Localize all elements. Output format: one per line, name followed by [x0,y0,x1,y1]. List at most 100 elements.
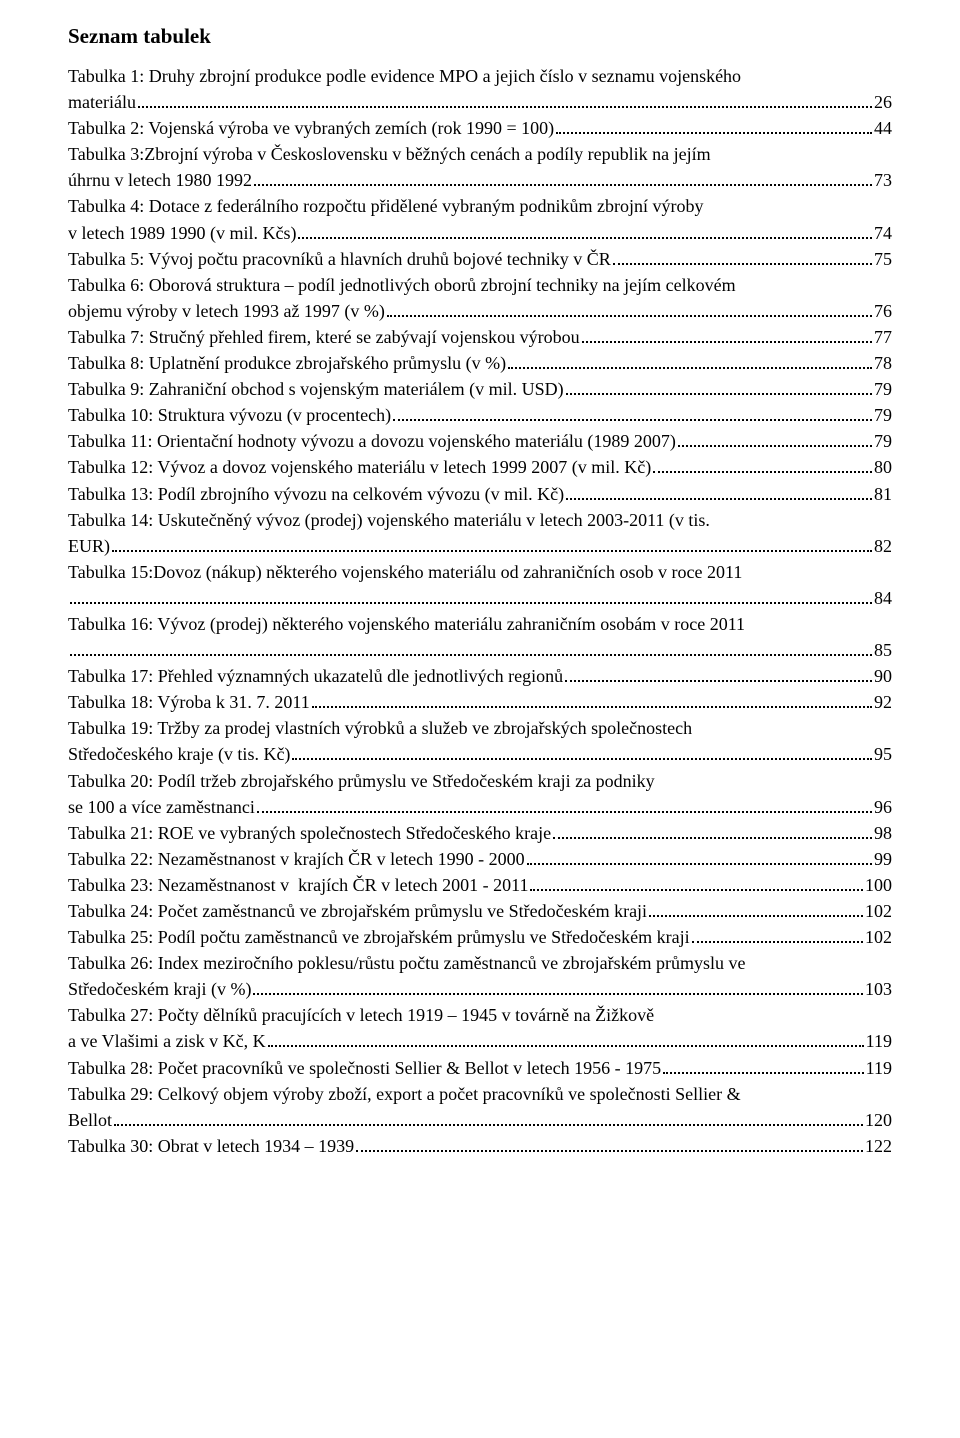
toc-entry: Tabulka 16: Vývoz (prodej) některého voj… [68,611,892,663]
toc-entry: Tabulka 9: Zahraniční obchod s vojenským… [68,376,892,402]
dot-leader [527,849,872,865]
toc-entry: Tabulka 12: Vývoz a dovoz vojenského mat… [68,454,892,480]
toc-entry-text: Tabulka 4: Dotace z federálního rozpočtu… [68,193,892,219]
toc-entry-lastline: Tabulka 28: Počet pracovníků ve společno… [68,1055,892,1081]
dot-leader [298,223,872,239]
toc-entry-text: Tabulka 18: Výroba k 31. 7. 2011 [68,689,310,715]
toc-entry-lastline: Tabulka 9: Zahraniční obchod s vojenským… [68,376,892,402]
dot-leader [114,1110,863,1126]
toc-entry-lastline: Tabulka 30: Obrat v letech 1934 – 193912… [68,1133,892,1159]
toc-entry: Tabulka 29: Celkový objem výroby zboží, … [68,1081,892,1133]
toc-entry-text: Tabulka 14: Uskutečněný vývoz (prodej) v… [68,507,892,533]
dot-leader [257,797,872,813]
toc-entry-lastline: a ve Vlašimi a zisk v Kč, K119 [68,1028,892,1054]
toc-page-number: 74 [874,220,892,246]
toc-entry: Tabulka 30: Obrat v letech 1934 – 193912… [68,1133,892,1159]
dot-leader [268,1032,864,1048]
dot-leader [566,484,872,500]
toc-entry-lastline: Tabulka 10: Struktura vývozu (v procente… [68,402,892,428]
toc-page-number: 90 [874,663,892,689]
toc-page-number: 77 [874,324,892,350]
toc-page-number: 75 [874,246,892,272]
dot-leader [653,458,872,474]
toc-page-number: 81 [874,481,892,507]
toc-entry-lastline: v letech 1989 1990 (v mil. Kčs) 74 [68,220,892,246]
dot-leader [582,327,872,343]
toc-entry: Tabulka 15:Dovoz (nákup) některého vojen… [68,559,892,611]
toc-page-number: 82 [874,533,892,559]
toc-entry: Tabulka 25: Podíl počtu zaměstnanců ve z… [68,924,892,950]
toc-entry-lastline: 84 [68,585,892,611]
toc-page-number: 44 [874,115,892,141]
toc-entry: Tabulka 28: Počet pracovníků ve společno… [68,1055,892,1081]
toc-entry-text: v letech 1989 1990 (v mil. Kčs) [68,220,296,246]
toc-entry: Tabulka 21: ROE ve vybraných společnoste… [68,820,892,846]
toc-page-number: 80 [874,454,892,480]
toc-page-number: 119 [866,1055,892,1081]
dot-leader [312,693,872,709]
toc-page-number: 102 [865,924,892,950]
toc-entry: Tabulka 10: Struktura vývozu (v procente… [68,402,892,428]
toc-page-number: 26 [874,89,892,115]
toc-entry: Tabulka 7: Stručný přehled firem, které … [68,324,892,350]
toc-page-number: 120 [865,1107,892,1133]
dot-leader [508,354,872,370]
toc-entry-text: Tabulka 29: Celkový objem výroby zboží, … [68,1081,892,1107]
toc-page-number: 102 [865,898,892,924]
toc-page-number: 79 [874,402,892,428]
toc-page-number: 95 [874,741,892,767]
toc-entry: Tabulka 17: Přehled významných ukazatelů… [68,663,892,689]
toc-entry-lastline: Tabulka 11: Orientační hodnoty vývozu a … [68,428,892,454]
toc-entry-text: objemu výroby v letech 1993 až 1997 (v %… [68,298,385,324]
toc-entry: Tabulka 1: Druhy zbrojní produkce podle … [68,63,892,115]
toc-entry-lastline: Tabulka 24: Počet zaměstnanců ve zbrojař… [68,898,892,924]
dot-leader [387,301,872,317]
dot-leader [393,406,872,422]
page-title: Seznam tabulek [68,24,892,49]
toc-entry-lastline: Tabulka 25: Podíl počtu zaměstnanců ve z… [68,924,892,950]
toc-entry: Tabulka 18: Výroba k 31. 7. 2011 92 [68,689,892,715]
dot-leader [553,823,872,839]
toc-entry-text: Tabulka 26: Index meziročního poklesu/rů… [68,950,892,976]
toc-page-number: 76 [874,298,892,324]
toc-entry-text: Tabulka 23: Nezaměstnanost v krajích ČR … [68,872,528,898]
toc-page-number: 103 [865,976,892,1002]
toc-entry-lastline: Tabulka 17: Přehled významných ukazatelů… [68,663,892,689]
toc-entry-text: Tabulka 30: Obrat v letech 1934 – 1939 [68,1133,354,1159]
toc-entry-lastline: Tabulka 13: Podíl zbrojního vývozu na ce… [68,481,892,507]
toc-entry-text: Tabulka 24: Počet zaměstnanců ve zbrojař… [68,898,647,924]
toc-entry-lastline: Tabulka 5: Vývoj počtu pracovníků a hlav… [68,246,892,272]
toc-entry-text: Tabulka 12: Vývoz a dovoz vojenského mat… [68,454,651,480]
toc-entry: Tabulka 13: Podíl zbrojního vývozu na ce… [68,481,892,507]
toc-entry-text: úhrnu v letech 1980 1992 [68,167,252,193]
toc-entry: Tabulka 11: Orientační hodnoty vývozu a … [68,428,892,454]
toc-entry-text: Tabulka 21: ROE ve vybraných společnoste… [68,820,551,846]
toc-entry: Tabulka 27: Počty dělníků pracujících v … [68,1002,892,1054]
toc-entry: Tabulka 20: Podíl tržeb zbrojařského prů… [68,768,892,820]
toc-entry-text: Tabulka 7: Stručný přehled firem, které … [68,324,580,350]
dot-leader [70,641,872,657]
toc-entry: Tabulka 5: Vývoj počtu pracovníků a hlav… [68,246,892,272]
toc-entry-lastline: Tabulka 2: Vojenská výroba ve vybraných … [68,115,892,141]
toc-entry-lastline: EUR)82 [68,533,892,559]
toc-page-number: 98 [874,820,892,846]
toc-page-number: 79 [874,376,892,402]
toc-entry-text: Tabulka 19: Tržby za prodej vlastních vý… [68,715,892,741]
toc-page-number: 92 [874,689,892,715]
toc-page-number: 78 [874,350,892,376]
toc-page-number: 100 [865,872,892,898]
toc-entry-text: Tabulka 6: Oborová struktura – podíl jed… [68,272,892,298]
toc-entry: Tabulka 8: Uplatnění produkce zbrojařské… [68,350,892,376]
toc-entry-text: Tabulka 17: Přehled významných ukazatelů… [68,663,563,689]
list-of-tables: Tabulka 1: Druhy zbrojní produkce podle … [68,63,892,1159]
toc-page-number: 79 [874,428,892,454]
dot-leader [663,1058,864,1074]
toc-entry: Tabulka 19: Tržby za prodej vlastních vý… [68,715,892,767]
toc-entry-text: Tabulka 22: Nezaměstnanost v krajích ČR … [68,846,525,872]
toc-entry-lastline: objemu výroby v letech 1993 až 1997 (v %… [68,298,892,324]
toc-entry-lastline: Tabulka 21: ROE ve vybraných společnoste… [68,820,892,846]
toc-page-number: 73 [874,167,892,193]
toc-entry-text: Tabulka 25: Podíl počtu zaměstnanců ve z… [68,924,690,950]
toc-entry-text: Středočeském kraji (v %) [68,976,251,1002]
toc-entry-text: Tabulka 9: Zahraniční obchod s vojenským… [68,376,564,402]
